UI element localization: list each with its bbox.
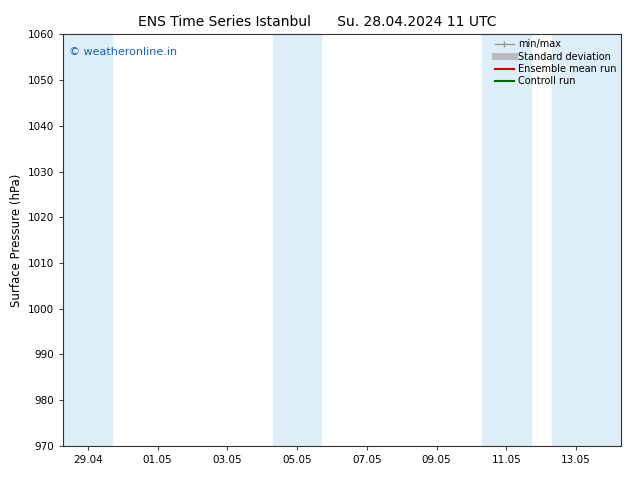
Text: © weatheronline.in: © weatheronline.in	[69, 47, 177, 57]
Bar	[63, 34, 112, 446]
Bar	[482, 34, 531, 446]
Bar	[273, 34, 321, 446]
Legend: min/max, Standard deviation, Ensemble mean run, Controll run: min/max, Standard deviation, Ensemble me…	[493, 37, 618, 88]
Bar	[552, 34, 621, 446]
Text: ENS Time Series Istanbul      Su. 28.04.2024 11 UTC: ENS Time Series Istanbul Su. 28.04.2024 …	[138, 15, 496, 29]
Y-axis label: Surface Pressure (hPa): Surface Pressure (hPa)	[10, 173, 23, 307]
